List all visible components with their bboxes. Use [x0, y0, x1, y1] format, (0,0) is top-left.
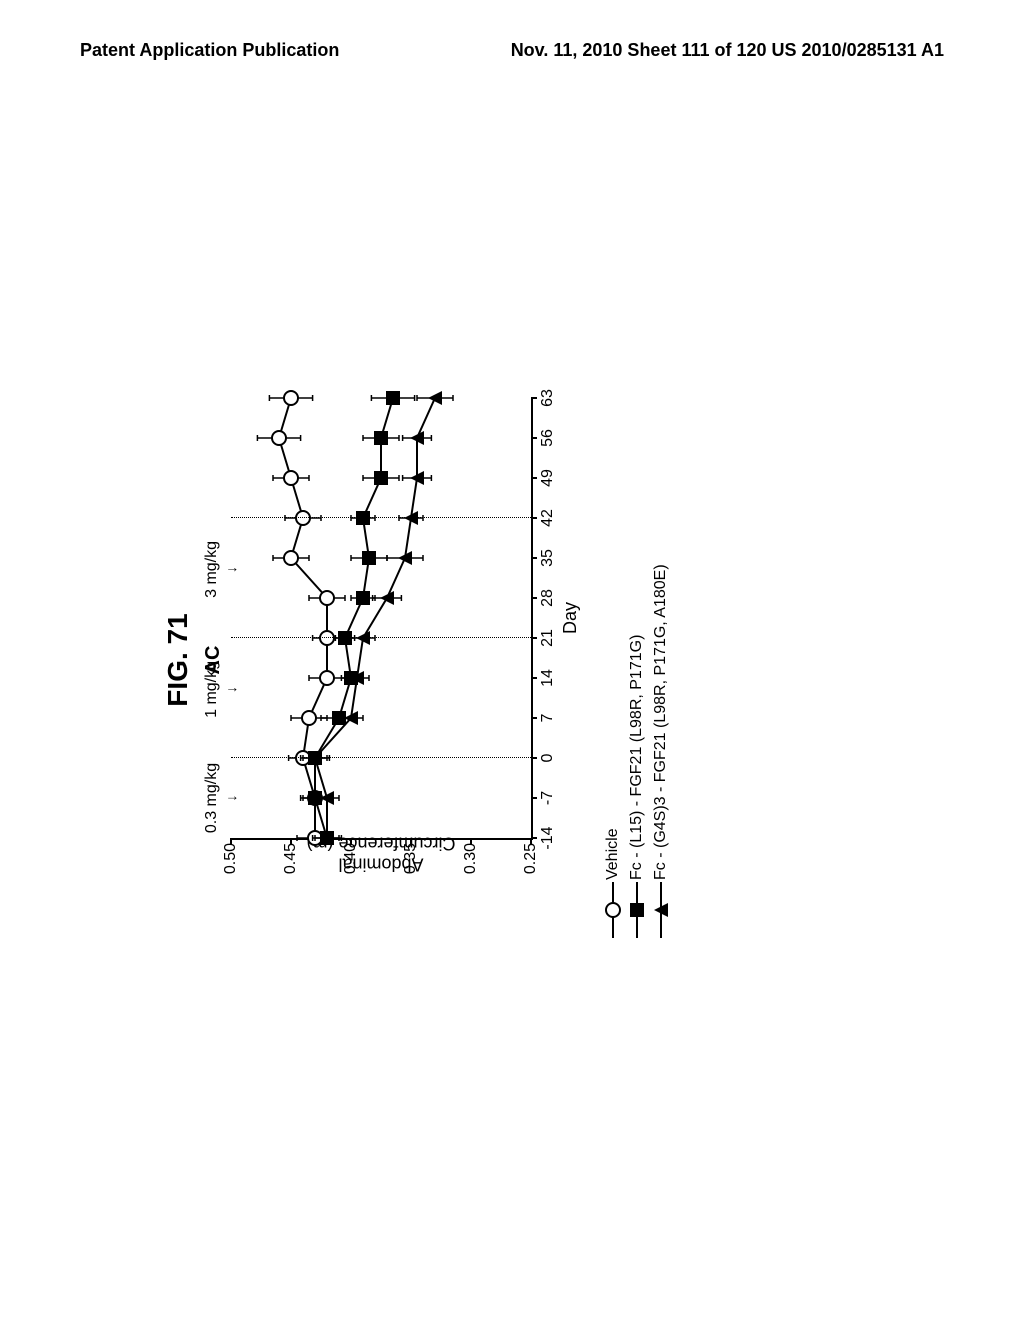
x-tick: 14	[539, 669, 557, 687]
figure-title: FIG. 71	[162, 380, 194, 940]
y-tick-mark	[410, 838, 412, 844]
x-axis-label: Day	[560, 602, 581, 634]
x-tick: 35	[539, 549, 557, 567]
dose-vline	[231, 637, 531, 638]
legend-row: Fc - (G4S)3 - FGF21 (L98R, P171G, A180E)	[651, 380, 671, 940]
header-right: Nov. 11, 2010 Sheet 111 of 120 US 2010/0…	[511, 40, 944, 61]
x-tick-mark	[531, 597, 537, 599]
legend-label: Vehicle	[604, 828, 622, 880]
x-tick-mark	[531, 677, 537, 679]
y-tick: 0.25	[522, 843, 540, 888]
x-tick-mark	[531, 437, 537, 439]
legend-marker-icon	[651, 880, 671, 940]
plot-area: Abdominal Circumference (m) Day 0.250.30…	[231, 398, 533, 840]
chart-svg	[231, 398, 531, 838]
y-tick-mark	[290, 838, 292, 844]
x-tick: 49	[539, 469, 557, 487]
x-tick-mark	[531, 717, 537, 719]
dose-label: 1 mg/kg	[203, 661, 221, 718]
dose-vline	[231, 757, 531, 758]
y-tick: 0.35	[402, 843, 420, 888]
figure-rotated-wrap: FIG. 71 AC Abdominal Circumference (m) D…	[162, 380, 862, 940]
legend-label: Fc - (L15) - FGF21 (L98R, P171G)	[628, 635, 646, 880]
x-tick-mark	[531, 757, 537, 759]
x-tick-mark	[531, 517, 537, 519]
x-tick-mark	[531, 637, 537, 639]
y-tick: 0.50	[222, 843, 240, 888]
dose-label: 3 mg/kg	[203, 541, 221, 598]
x-tick: 21	[539, 629, 557, 647]
legend-marker-icon	[603, 880, 623, 940]
x-tick-mark	[531, 477, 537, 479]
legend-label: Fc - (G4S)3 - FGF21 (L98R, P171G, A180E)	[652, 564, 670, 880]
legend-marker-icon	[627, 880, 647, 940]
y-tick: 0.40	[342, 843, 360, 888]
x-tick: 63	[539, 389, 557, 407]
x-tick-mark	[531, 837, 537, 839]
y-tick-mark	[470, 838, 472, 844]
header-left: Patent Application Publication	[80, 40, 339, 61]
dose-vline	[231, 517, 531, 518]
x-tick: 28	[539, 589, 557, 607]
legend: Vehicle Fc - (L15) - FGF21 (L98R, P171G) F…	[603, 380, 671, 940]
x-tick: -14	[539, 826, 557, 849]
page-header: Patent Application Publication Nov. 11, …	[0, 0, 1024, 71]
y-tick-mark	[350, 838, 352, 844]
y-tick: 0.30	[462, 843, 480, 888]
dose-arrow-icon: ↓	[223, 795, 239, 802]
legend-row: Fc - (L15) - FGF21 (L98R, P171G)	[627, 380, 647, 940]
x-tick: -7	[539, 791, 557, 805]
dose-arrow-icon: ↓	[223, 566, 239, 573]
legend-row: Vehicle	[603, 380, 623, 940]
y-tick: 0.45	[282, 843, 300, 888]
chart-container: FIG. 71 AC Abdominal Circumference (m) D…	[162, 380, 862, 940]
dose-arrow-icon: ↓	[223, 686, 239, 693]
x-tick-mark	[531, 397, 537, 399]
x-tick-mark	[531, 557, 537, 559]
x-tick: 42	[539, 509, 557, 527]
y-tick-mark	[230, 838, 232, 844]
x-tick: 56	[539, 429, 557, 447]
x-tick: 7	[539, 714, 557, 723]
x-tick: 0	[539, 754, 557, 763]
x-tick-mark	[531, 797, 537, 799]
dose-label: 0.3 mg/kg	[203, 763, 221, 833]
